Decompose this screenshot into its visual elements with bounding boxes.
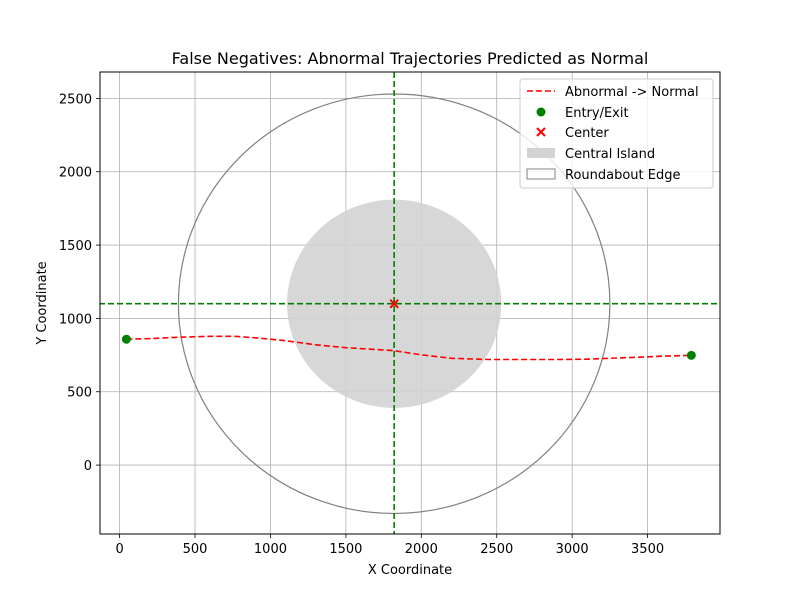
legend-center-swatch bbox=[536, 127, 546, 137]
x-tick-label: 0 bbox=[115, 542, 123, 557]
y-tick-label: 2000 bbox=[59, 166, 92, 181]
axis-ticks: 0 500 1000 1500 2000 2500 3000 3500 0 500 1000 1500… bbox=[59, 92, 664, 557]
x-tick-label: 3000 bbox=[556, 542, 589, 557]
x-tick-label: 500 bbox=[183, 542, 208, 557]
legend-label-island: Central Island bbox=[565, 147, 655, 162]
trajectory-line bbox=[126, 335, 692, 361]
legend-label-entry-exit: Entry/Exit bbox=[565, 106, 629, 121]
y-axis-label: Y Coordinate bbox=[35, 261, 50, 345]
x-tick-label: 2000 bbox=[405, 542, 438, 557]
center-marker bbox=[389, 299, 399, 309]
center-marker-stroke bbox=[389, 299, 399, 309]
legend-island-swatch bbox=[527, 148, 555, 158]
y-tick-label: 2500 bbox=[59, 92, 92, 107]
y-tick-label: 0 bbox=[84, 459, 92, 474]
legend-label-abnormal-normal: Abnormal -> Normal bbox=[565, 85, 699, 100]
x-tick-label: 1000 bbox=[254, 542, 287, 557]
x-axis-label: X Coordinate bbox=[368, 563, 452, 578]
y-tick-label: 1500 bbox=[59, 239, 92, 254]
chart-title: False Negatives: Abnormal Trajectories P… bbox=[172, 49, 649, 68]
y-tick-label: 500 bbox=[67, 386, 92, 401]
legend-entry-exit-swatch bbox=[536, 107, 546, 117]
plot-frame bbox=[99, 71, 721, 535]
x-tick-label: 1500 bbox=[329, 542, 362, 557]
x-tick-label: 3500 bbox=[631, 542, 664, 557]
legend-edge-swatch bbox=[526, 168, 556, 180]
plot-data bbox=[100, 72, 720, 534]
y-tick-label: 1000 bbox=[59, 312, 92, 327]
legend-label-center: Center bbox=[565, 126, 609, 141]
entry-exit-point bbox=[686, 350, 696, 360]
legend: Abnormal -> Normal Entry/Exit Center Cen… bbox=[519, 78, 714, 189]
entry-exit-point bbox=[121, 334, 131, 344]
legend-frame bbox=[519, 78, 714, 189]
legend-label-edge: Roundabout Edge bbox=[565, 168, 681, 183]
x-tick-label: 2500 bbox=[480, 542, 513, 557]
